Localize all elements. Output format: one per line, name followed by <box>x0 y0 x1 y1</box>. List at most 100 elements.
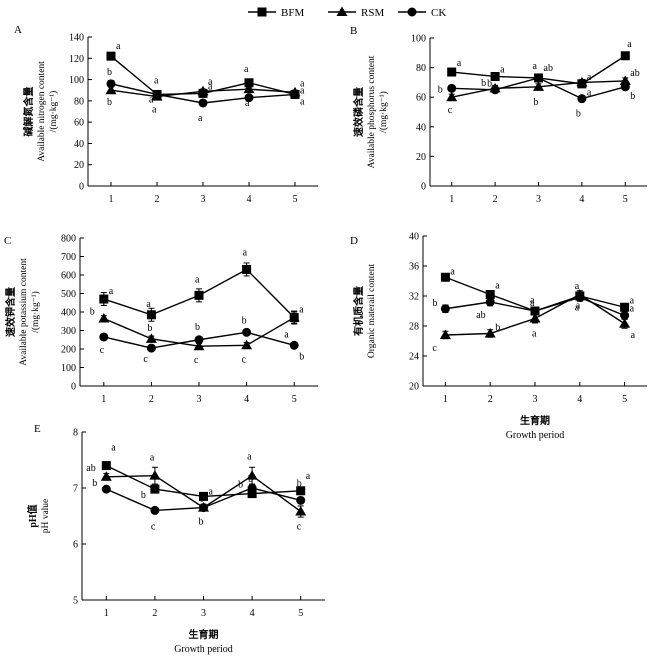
data-point <box>101 484 111 494</box>
y-tick-label: 120 <box>69 54 84 65</box>
x-label-en: Growth period <box>174 644 233 655</box>
y-tick-label: 20 <box>409 382 419 393</box>
panel-letter: C <box>4 235 11 247</box>
data-point <box>575 293 585 302</box>
data-point <box>620 51 630 61</box>
data-point <box>620 82 630 92</box>
significance-label: b <box>200 494 205 505</box>
significance-label: c <box>297 522 302 533</box>
significance-label: a <box>532 329 537 340</box>
y-tick-label: 0 <box>79 182 84 193</box>
x-tick-label: 1 <box>104 608 109 619</box>
significance-label: a <box>116 41 121 52</box>
x-tick-label: 5 <box>623 194 628 205</box>
significance-label: c <box>100 345 105 356</box>
data-point <box>289 340 299 350</box>
y-tick-label: 100 <box>411 34 426 45</box>
significance-label: b <box>576 109 581 120</box>
data-point <box>145 333 157 343</box>
significance-label: a <box>208 81 213 92</box>
significance-label: ab <box>86 463 95 474</box>
legend-item-ck: CK <box>398 7 446 19</box>
significance-label: a <box>630 295 635 306</box>
panel-a: 0 20 40 60 80 100 120 140 1 2 3 4 5 A 碱解氮含量 Available n… <box>14 24 318 205</box>
y-label-cn: 有机质含量 <box>352 286 365 336</box>
data-point <box>150 505 160 515</box>
data-point <box>100 471 112 481</box>
legend-item-bfm: BFM <box>248 7 304 19</box>
data-point <box>246 470 258 480</box>
x-tick-label: 5 <box>298 608 303 619</box>
legend: BFM RSM CK <box>248 6 446 19</box>
x-tick-label: 2 <box>152 608 157 619</box>
significance-label: b <box>481 78 486 89</box>
significance-label: a <box>575 303 580 314</box>
significance-label: c <box>432 343 437 354</box>
panel-letter: A <box>14 24 22 36</box>
significance-label: a <box>154 75 159 86</box>
data-point <box>620 302 630 312</box>
data-point <box>243 83 255 94</box>
data-point <box>194 335 204 345</box>
significance-label: a <box>457 58 462 69</box>
y-tick-label: 700 <box>61 252 76 263</box>
x-tick-label: 1 <box>109 194 114 205</box>
significance-label: a <box>150 453 155 464</box>
x-tick-label: 2 <box>149 394 154 405</box>
series-ck: c c b b b <box>99 315 304 365</box>
data-point <box>198 98 208 108</box>
significance-label: a <box>631 330 636 341</box>
y-tick-label: 20 <box>416 152 426 163</box>
x-tick-label: 4 <box>244 394 249 405</box>
legend-marker-triangle <box>336 6 348 16</box>
data-point <box>440 304 450 314</box>
x-tick-label: 3 <box>201 194 206 205</box>
panel-c: 0 100 200 300 400 500 600 700 800 1 2 3 4 5 C 速效钾含量 Avai… <box>4 234 318 405</box>
data-point <box>149 470 161 480</box>
significance-label: a <box>146 299 151 310</box>
y-tick-label: 0 <box>71 382 76 393</box>
data-point <box>439 329 451 339</box>
significance-label: b <box>487 78 492 89</box>
data-point <box>197 85 209 96</box>
y-tick-label: 80 <box>416 63 426 74</box>
y-tick-label: 140 <box>69 33 84 44</box>
significance-label: a <box>587 72 592 83</box>
significance-label: c <box>151 521 156 532</box>
legend-label: RSM <box>361 7 384 19</box>
significance-label: a <box>500 64 505 75</box>
y-tick-label: 800 <box>61 234 76 245</box>
significance-label: c <box>448 105 453 116</box>
data-point <box>99 294 109 304</box>
significance-label: a <box>195 274 200 285</box>
significance-label: a <box>247 452 252 463</box>
data-point <box>577 94 587 104</box>
data-point <box>244 78 254 88</box>
y-label-en: pH value <box>41 499 51 534</box>
significance-label: b <box>90 306 95 317</box>
x-label-en: Growth period <box>506 430 565 441</box>
significance-label: a <box>530 298 535 309</box>
data-point <box>98 312 110 323</box>
significance-label: b <box>432 298 437 309</box>
significance-label: b <box>107 67 112 78</box>
x-tick-label: 4 <box>247 194 252 205</box>
significance-label: a <box>533 61 538 72</box>
data-point <box>290 89 300 99</box>
data-point <box>490 71 500 81</box>
panel-letter: B <box>350 25 357 37</box>
data-point <box>620 311 630 320</box>
significance-label: b <box>92 478 97 489</box>
data-point <box>529 313 541 323</box>
significance-label: a <box>245 98 250 109</box>
y-tick-label: 200 <box>61 345 76 356</box>
y-label-cn: 速效磷含量 <box>352 87 365 137</box>
series-rsm: b b c c a <box>90 305 304 367</box>
y-tick-label: 28 <box>409 322 419 333</box>
legend-marker-square <box>257 7 267 17</box>
x-tick-label: 5 <box>622 394 627 405</box>
y-tick-label: 400 <box>61 308 76 319</box>
